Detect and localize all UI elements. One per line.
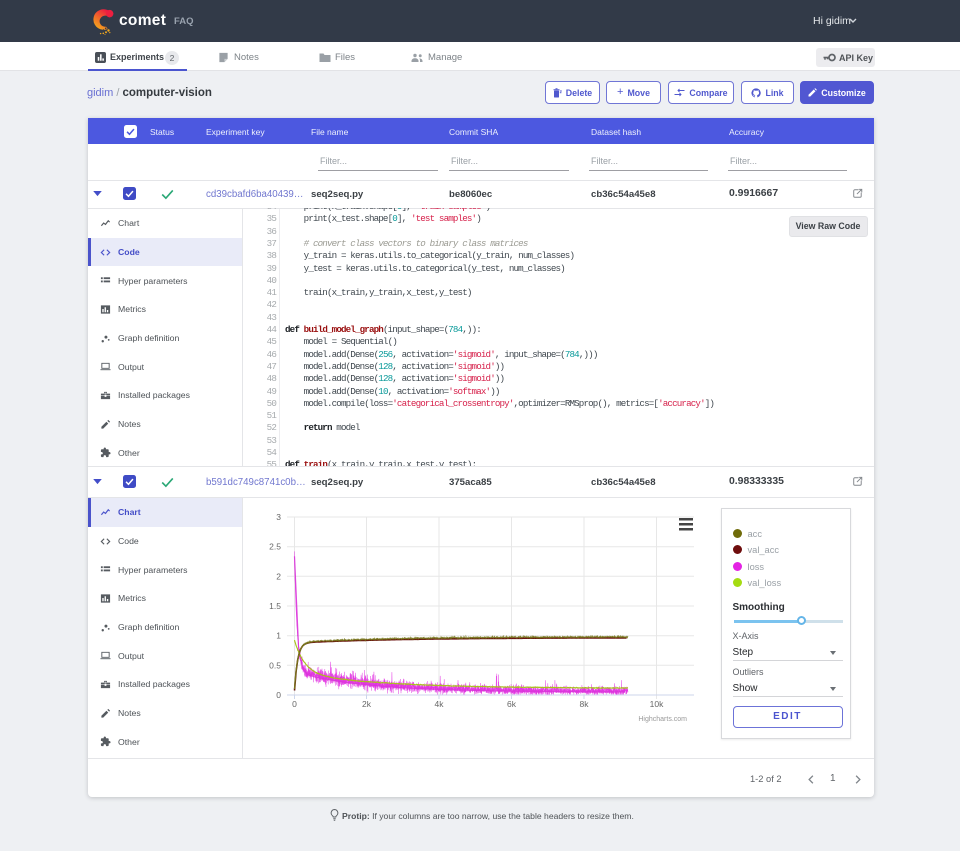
svg-text:2.5: 2.5 bbox=[269, 542, 281, 552]
svg-text:2k: 2k bbox=[362, 699, 372, 709]
svg-text:0: 0 bbox=[276, 690, 281, 700]
svg-text:8k: 8k bbox=[580, 699, 590, 709]
svg-text:Highcharts.com: Highcharts.com bbox=[638, 716, 687, 723]
svg-text:4k: 4k bbox=[435, 699, 445, 709]
svg-text:1: 1 bbox=[276, 631, 281, 641]
svg-text:0.5: 0.5 bbox=[269, 660, 281, 670]
svg-text:2: 2 bbox=[276, 571, 281, 581]
svg-text:10k: 10k bbox=[650, 699, 664, 709]
svg-text:6k: 6k bbox=[507, 699, 517, 709]
svg-text:1.5: 1.5 bbox=[269, 601, 281, 611]
svg-text:3: 3 bbox=[276, 512, 281, 522]
svg-text:0: 0 bbox=[292, 699, 297, 709]
